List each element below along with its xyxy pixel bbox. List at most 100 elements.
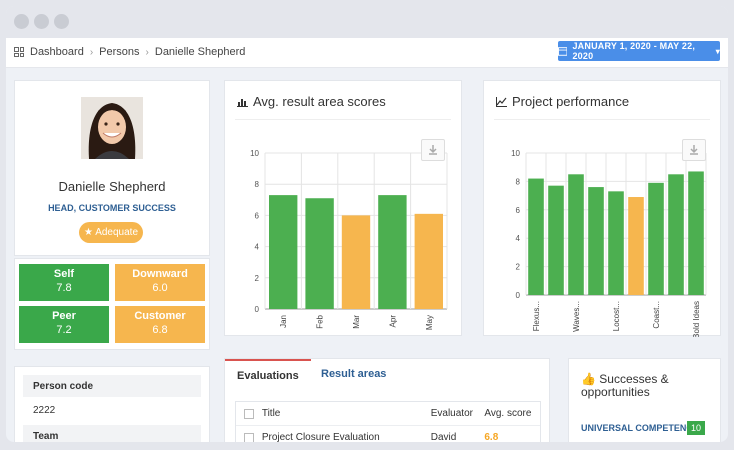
chart-bar[interactable] <box>688 171 704 295</box>
download-icon <box>429 145 437 155</box>
chart-bar[interactable] <box>305 198 334 309</box>
chart-bar[interactable] <box>548 185 564 295</box>
chevron-right-icon: › <box>89 46 94 58</box>
date-range-button[interactable]: JANUARY 1, 2020 - MAY 22, 2020 ▾ <box>558 41 720 61</box>
x-tick-label: Locost... <box>612 301 621 331</box>
y-tick-label: 6 <box>516 206 521 215</box>
competency-count-badge: 10 <box>687 421 705 435</box>
row-title[interactable]: Project Closure Evaluation <box>261 432 380 442</box>
download-button[interactable] <box>682 139 706 161</box>
y-tick-label: 2 <box>255 274 260 283</box>
person-name: Danielle Shepherd <box>58 179 166 194</box>
date-range-label: JANUARY 1, 2020 - MAY 22, 2020 <box>572 41 696 61</box>
column-evaluator[interactable]: Evaluator <box>430 408 473 419</box>
person-code-value: 2222 <box>33 405 56 416</box>
avg-result-area-chart: 0 2 4 6 8 10 Jan Feb Mar Apr May <box>250 149 448 330</box>
chart-bar[interactable] <box>588 187 604 295</box>
line-chart-icon <box>496 96 507 107</box>
person-info-card: Person code 2222 Team <box>14 366 210 442</box>
evaluations-card: Evaluations Result areas Title Evaluator… <box>224 358 550 442</box>
chart-bar[interactable] <box>608 191 624 295</box>
person-role: HEAD, CUSTOMER SUCCESS <box>48 203 176 213</box>
chart-divider <box>235 119 451 120</box>
chart-bar[interactable] <box>628 197 644 295</box>
bar-chart-icon <box>237 98 248 107</box>
score-value: 6.0 <box>152 282 168 294</box>
thumbs-up-icon: 👍 <box>581 372 596 386</box>
x-tick-label: Bold Ideas <box>692 301 701 337</box>
chart-bar[interactable] <box>528 178 544 295</box>
successes-title-text: Successes & opportunities <box>581 372 669 399</box>
chevron-right-icon: › <box>145 46 149 58</box>
chart-bar[interactable] <box>668 174 684 295</box>
download-button[interactable] <box>421 139 445 161</box>
y-tick-label: 6 <box>255 211 260 220</box>
table-header: Title Evaluator Avg. score <box>236 402 540 426</box>
x-tick-label: May <box>425 315 434 330</box>
person-code-label: Person code <box>23 375 201 397</box>
score-self: Self 7.8 <box>19 264 109 301</box>
breadcrumb-persons[interactable]: Persons <box>99 46 140 58</box>
breadcrumb-dashboard[interactable]: Dashboard <box>30 46 84 58</box>
y-tick-label: 2 <box>516 263 521 272</box>
select-all-checkbox[interactable] <box>243 408 254 419</box>
score-label: Peer <box>52 310 76 322</box>
team-label: Team <box>23 425 201 442</box>
window-titlebar <box>6 6 728 38</box>
chart-title: Avg. result area scores <box>237 94 386 109</box>
successes-title: 👍 Successes & opportunities <box>581 373 711 399</box>
y-tick-label: 8 <box>516 177 521 186</box>
chart-bar[interactable] <box>269 195 298 309</box>
x-tick-label: Feb <box>316 314 325 328</box>
score-value: 7.2 <box>56 324 72 336</box>
score-label: Self <box>53 268 75 280</box>
score-downward: Downward 6.0 <box>115 264 205 301</box>
breadcrumb: Dashboard › Persons › Danielle Shepherd <box>14 46 245 58</box>
chart-bar[interactable] <box>568 174 584 295</box>
tab-evaluations[interactable]: Evaluations <box>225 359 311 389</box>
chart-title: Project performance <box>496 94 629 109</box>
download-icon <box>690 145 698 155</box>
chart-bar[interactable] <box>341 215 371 309</box>
x-tick-label: Flexus... <box>532 301 541 331</box>
avg-result-area-chart-card: Avg. result area scores 0 2 4 6 8 10 Jan Feb Mar… <box>224 80 462 336</box>
project-performance-chart-card: Project performance 0 2 4 6 8 10 Flexus... Wave… <box>483 80 721 337</box>
window-dot-icon[interactable] <box>54 14 69 29</box>
calendar-icon <box>558 47 568 56</box>
top-bar: Dashboard › Persons › Danielle Shepherd … <box>6 38 728 68</box>
chart-bar[interactable] <box>648 182 664 295</box>
chart-title-text: Project performance <box>512 94 630 109</box>
app-window: Dashboard › Persons › Danielle Shepherd … <box>6 6 728 442</box>
window-dot-icon[interactable] <box>14 14 29 29</box>
chart-bar[interactable] <box>378 195 407 309</box>
x-tick-label: Mar <box>352 315 361 329</box>
score-peer: Peer 7.2 <box>19 306 109 343</box>
rating-badge: ★ Adequate <box>79 222 143 243</box>
y-tick-label: 0 <box>255 305 260 314</box>
row-evaluator: David <box>430 432 457 442</box>
rating-badge-label: Adequate <box>95 227 139 238</box>
y-tick-label: 4 <box>255 243 260 252</box>
competency-link[interactable]: UNIVERSAL COMPETENCY <box>581 423 699 433</box>
column-title[interactable]: Title <box>261 408 281 419</box>
avatar <box>81 97 143 159</box>
y-tick-label: 10 <box>250 149 259 158</box>
table-row[interactable]: Project Closure Evaluation David 6.8 <box>236 426 540 442</box>
x-tick-label: Jan <box>279 315 288 328</box>
chevron-down-icon: ▾ <box>715 46 720 56</box>
chart-bar[interactable] <box>414 213 443 309</box>
profile-card: Danielle Shepherd HEAD, CUSTOMER SUCCESS… <box>14 80 210 256</box>
score-summary: Self 7.8 Downward 6.0 Peer 7.2 Customer … <box>14 258 210 350</box>
successes-card: 👍 Successes & opportunities UNIVERSAL CO… <box>568 358 721 442</box>
score-value: 7.8 <box>56 282 72 294</box>
x-tick-label: Coast... <box>652 301 661 329</box>
y-tick-label: 8 <box>255 180 260 189</box>
y-tick-label: 10 <box>511 149 520 158</box>
score-label: Customer <box>134 310 186 322</box>
x-tick-label: Waves... <box>572 301 581 332</box>
row-checkbox[interactable] <box>243 432 254 442</box>
y-tick-label: 0 <box>516 291 521 300</box>
column-avg-score[interactable]: Avg. score <box>484 408 532 419</box>
window-dot-icon[interactable] <box>34 14 49 29</box>
tab-result-areas[interactable]: Result areas <box>321 368 387 380</box>
